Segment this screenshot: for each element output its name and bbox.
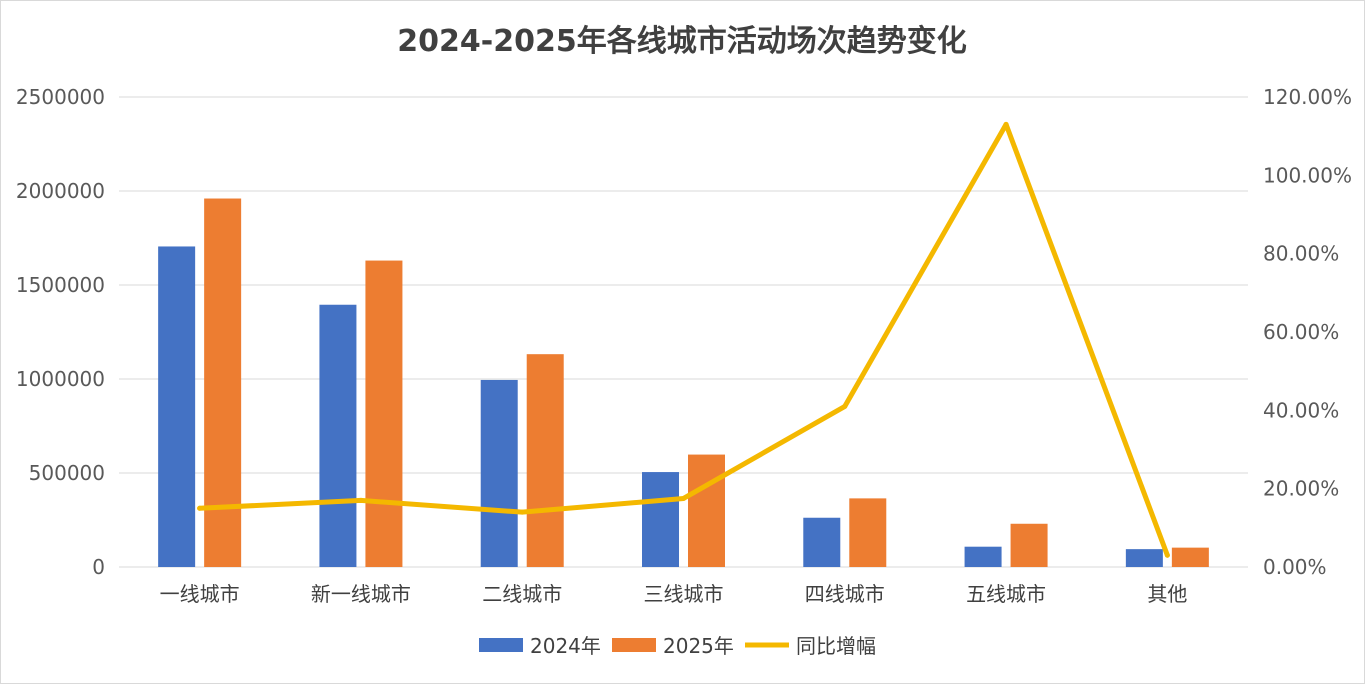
left-tick-label: 500000 xyxy=(29,461,105,485)
left-tick-label: 1000000 xyxy=(16,367,105,391)
category-label: 二线城市 xyxy=(482,582,562,606)
bar-2025年-五线城市 xyxy=(1010,523,1048,567)
legend: 2024年 2025年 同比增幅 xyxy=(479,634,876,658)
bar-2025年-一线城市 xyxy=(204,198,242,567)
bar-2025年-新一线城市 xyxy=(365,260,403,567)
right-tick-label: 0.00% xyxy=(1263,555,1327,579)
chart-title: 2024-2025年各线城市活动场次趋势变化 xyxy=(397,24,966,59)
right-tick-label: 20.00% xyxy=(1263,477,1339,501)
line-point-五线城市 xyxy=(1003,121,1009,127)
bar-2024年-新一线城市 xyxy=(319,304,357,567)
left-tick-label: 2500000 xyxy=(16,85,105,109)
line-point-三线城市 xyxy=(681,495,686,501)
line-point-其他 xyxy=(1164,552,1170,558)
left-tick-label: 1500000 xyxy=(16,273,105,297)
line-point-四线城市 xyxy=(842,403,848,409)
bar-2024年-五线城市 xyxy=(964,546,1002,567)
category-label: 其他 xyxy=(1147,582,1187,606)
legend-swatch xyxy=(479,638,523,652)
line-point-二线城市 xyxy=(519,509,525,515)
right-axis: 0.00% 20.00% 40.00% 60.00% 80.00% 100.00% 120.… xyxy=(1263,85,1352,579)
category-label: 五线城市 xyxy=(966,582,1046,606)
bar-2024年-其他 xyxy=(1125,549,1163,567)
category-label: 四线城市 xyxy=(805,582,885,606)
growth-line xyxy=(197,121,1170,558)
right-tick-label: 100.00% xyxy=(1263,163,1352,187)
right-tick-label: 40.00% xyxy=(1263,398,1339,422)
right-tick-label: 60.00% xyxy=(1263,320,1339,344)
right-tick-label: 80.00% xyxy=(1263,242,1339,266)
left-tick-label: 0 xyxy=(92,555,105,579)
bar-2025年-其他 xyxy=(1171,547,1209,567)
bar-2025年-二线城市 xyxy=(526,354,564,567)
left-axis: 0 500000 1000000 1500000 2000000 2500000 xyxy=(16,85,105,579)
bar-2024年-二线城市 xyxy=(480,379,518,567)
bar-2025年-四线城市 xyxy=(849,498,887,567)
bar-2024年-三线城市 xyxy=(642,472,679,567)
category-label: 一线城市 xyxy=(160,582,240,606)
legend-label: 2024年 xyxy=(530,634,601,658)
line-point-一线城市 xyxy=(197,505,203,511)
bar-2024年-四线城市 xyxy=(803,517,841,567)
category-label: 三线城市 xyxy=(644,582,724,606)
category-axis: 一线城市 新一线城市 二线城市 三线城市 四线城市 五线城市 其他 xyxy=(160,582,1188,606)
line-point-新一线城市 xyxy=(358,497,364,503)
category-label: 新一线城市 xyxy=(311,582,411,606)
left-tick-label: 2000000 xyxy=(16,179,105,203)
legend-swatch xyxy=(612,638,656,652)
bar-2025年-三线城市 xyxy=(688,454,725,567)
legend-label: 同比增幅 xyxy=(796,634,876,658)
bar-2024年-一线城市 xyxy=(158,246,196,567)
bars xyxy=(158,198,1209,567)
gridlines xyxy=(119,96,1248,568)
legend-label: 2025年 xyxy=(663,634,734,658)
right-tick-label: 120.00% xyxy=(1263,85,1352,109)
